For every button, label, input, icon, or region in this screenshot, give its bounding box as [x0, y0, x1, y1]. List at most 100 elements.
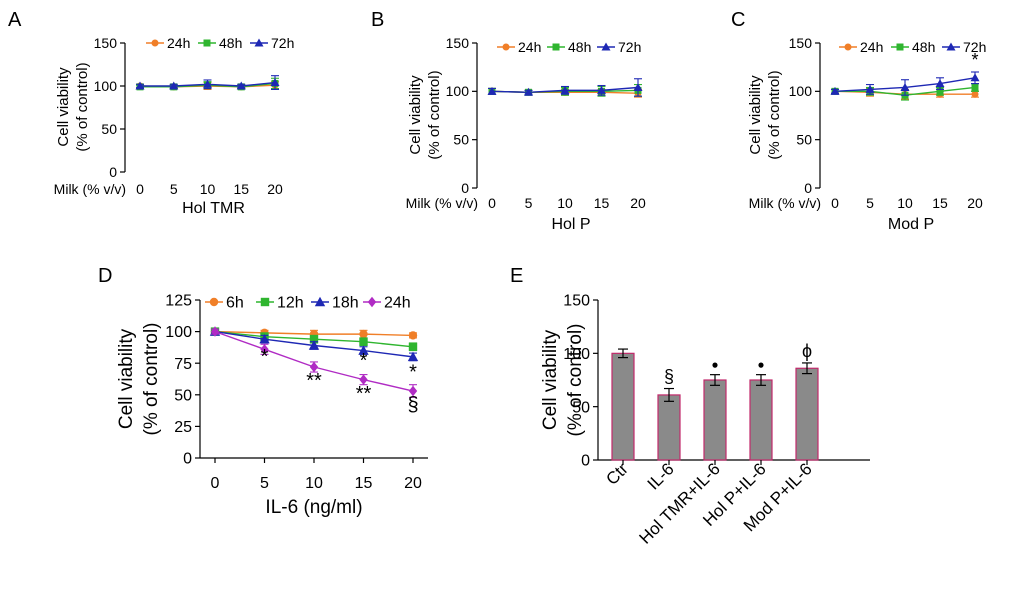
- data-point: [970, 73, 980, 82]
- bar: [611, 352, 635, 461]
- significance-mark: *: [971, 50, 978, 70]
- data-point: [407, 351, 419, 362]
- x-tick-label: 0: [831, 195, 839, 211]
- legend-label: 72h: [963, 39, 986, 55]
- y-label-line-1: Cell viability: [540, 329, 561, 430]
- legend-marker: [314, 296, 326, 307]
- y-tick-label: 125: [165, 293, 192, 310]
- x-axis-label: Hol TMR: [182, 200, 245, 217]
- legend-label: 72h: [618, 39, 641, 55]
- series-18h: [209, 326, 419, 362]
- data-point: [408, 385, 418, 397]
- y-label-line-1: Cell viability: [55, 67, 72, 147]
- x-tick-label: 5: [170, 181, 178, 197]
- panel-e: E 0 50 100 150 Cell viability (% of control) Ct…: [510, 265, 870, 548]
- significance-mark: ●: [711, 358, 718, 372]
- legend-marker: [260, 297, 270, 307]
- significance-mark: ϕ: [802, 341, 812, 361]
- x-prefix-label: Milk (% v/v): [406, 195, 478, 211]
- x-tick-label: 20: [267, 181, 283, 197]
- data-point: [210, 326, 220, 337]
- y-label-line-2: (% of control): [766, 70, 783, 159]
- legend-marker: [502, 43, 510, 51]
- data-point: [865, 84, 875, 93]
- bar: [795, 367, 819, 461]
- x-tick-label: 10: [557, 195, 573, 211]
- y-axis-label: Cell viability (% of control): [116, 323, 162, 436]
- y-label-line-1: Cell viability: [407, 75, 424, 155]
- y-tick-label: 100: [563, 346, 590, 363]
- data-point: [359, 329, 368, 339]
- bar: [703, 379, 727, 461]
- legend-marker: [946, 42, 956, 51]
- series-72h: [830, 71, 980, 96]
- y-axis-label: Cell viability (% of control): [540, 324, 586, 437]
- y-axis-label: Cell viability (% of control): [55, 62, 91, 151]
- y-label-line-1: Cell viability: [116, 328, 137, 429]
- legend-marker: [844, 43, 852, 51]
- x-tick-label: 0: [211, 475, 220, 492]
- panel-letter: C: [731, 9, 745, 31]
- y-label-line-2: (% of control): [426, 70, 443, 159]
- data-point: [900, 82, 910, 91]
- y-tick-label: 50: [453, 132, 469, 148]
- x-tick-label: 15: [932, 195, 948, 211]
- data-point: [309, 334, 319, 344]
- x-tick-label: 0: [488, 195, 496, 211]
- significance-mark: **: [306, 370, 322, 392]
- x-tick-label-group: Hol TMR+IL-6: [635, 459, 723, 547]
- significance-mark: *: [261, 346, 269, 368]
- y-label-line-1: Cell viability: [747, 75, 764, 155]
- x-tick-label: Hol TMR+IL-6: [635, 459, 723, 547]
- data-point: [358, 345, 369, 355]
- legend-label: 48h: [219, 35, 242, 51]
- panel-letter: B: [371, 9, 384, 31]
- panel-letter: D: [98, 265, 112, 287]
- x-axis-label: Mod P: [888, 216, 934, 233]
- legend-marker: [601, 42, 611, 51]
- series-72h: [487, 78, 643, 97]
- data-point: [169, 81, 179, 90]
- data-point: [260, 344, 269, 355]
- x-tick-label: 10: [305, 475, 323, 492]
- y-tick-label: 100: [789, 83, 813, 99]
- y-label-line-2: (% of control): [141, 323, 162, 436]
- x-tick-label: 20: [967, 195, 983, 211]
- y-tick-label: 150: [94, 35, 118, 51]
- x-tick-label: 5: [260, 475, 269, 492]
- legend-label: 72h: [271, 35, 294, 51]
- legend-marker: [151, 39, 159, 47]
- data-point: [560, 85, 570, 94]
- y-tick-label: 50: [174, 387, 192, 404]
- x-tick-label: Ctr: [602, 459, 632, 489]
- bar: [749, 379, 773, 461]
- legend-marker: [209, 297, 219, 307]
- data-point: [309, 361, 319, 373]
- legend-label: 24h: [167, 35, 190, 51]
- y-tick-label: 0: [581, 453, 590, 470]
- x-tick-label: 10: [200, 181, 216, 197]
- x-tick-label: 0: [136, 181, 144, 197]
- x-tick-label: 5: [525, 195, 533, 211]
- significance-mark: *: [360, 350, 368, 372]
- x-tick-label: 15: [233, 181, 249, 197]
- data-point: [597, 85, 606, 94]
- legend-marker: [552, 43, 560, 51]
- x-tick-label: 20: [404, 475, 422, 492]
- legend-label: 24h: [518, 39, 541, 55]
- data-point: [830, 86, 840, 95]
- y-tick-label: 50: [101, 121, 117, 137]
- data-point: [936, 87, 944, 95]
- data-point: [487, 86, 497, 95]
- y-tick-label: 25: [174, 419, 192, 436]
- legend-label: 18h: [332, 295, 359, 312]
- y-tick-label: 75: [174, 356, 192, 373]
- x-axis-label: Hol P: [551, 216, 590, 233]
- legend-label: 48h: [912, 39, 935, 55]
- y-tick-label: 50: [572, 399, 590, 416]
- y-tick-label: 100: [446, 83, 470, 99]
- x-tick-label: 5: [866, 195, 874, 211]
